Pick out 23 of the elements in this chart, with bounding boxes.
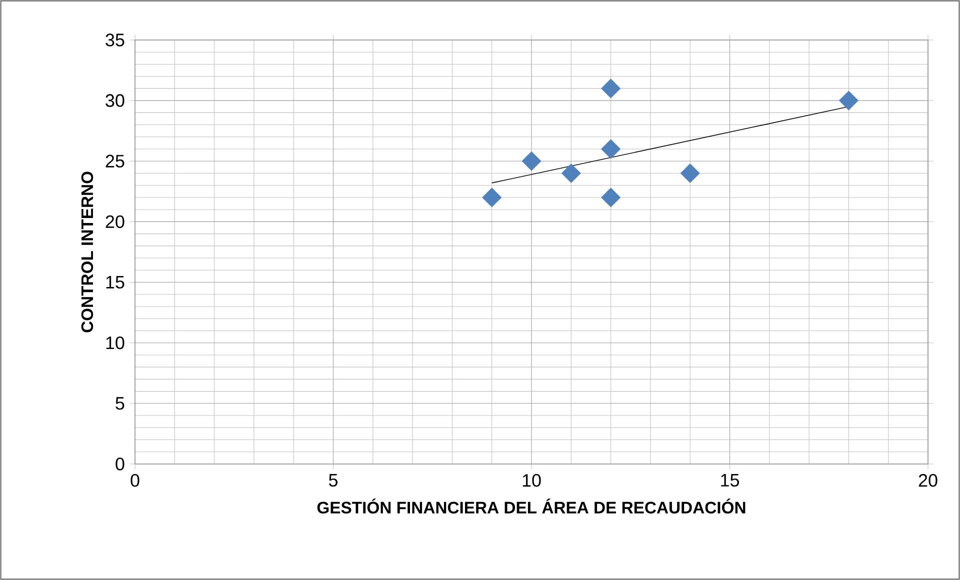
point — [482, 188, 502, 208]
x-axis-title: GESTIÓN FINANCIERA DEL ÁREA DE RECAUDACIÓN — [317, 498, 746, 514]
y-axis-title: CONTROL INTERNO — [81, 172, 94, 332]
y-tick-label: 5 — [116, 397, 124, 410]
y-tick-label: 35 — [106, 34, 124, 46]
x-tick-label: 15 — [721, 474, 740, 487]
point — [561, 164, 581, 183]
y-tick-label: 10 — [106, 336, 124, 350]
point — [601, 139, 620, 159]
y-tick-label: 30 — [106, 94, 124, 107]
x-tick-label: 20 — [918, 474, 938, 487]
point — [522, 151, 542, 171]
x-tick-label: 5 — [328, 474, 338, 487]
y-tick-label: 20 — [106, 215, 124, 228]
point — [680, 164, 700, 183]
point — [601, 188, 620, 208]
x-tick-label: 10 — [522, 474, 541, 487]
x-tick-label: 0 — [130, 474, 140, 487]
y-tick-label: 0 — [116, 458, 124, 470]
point — [839, 90, 858, 110]
y-tick-label: 15 — [106, 276, 124, 289]
y-tick-label: 25 — [106, 154, 124, 168]
point — [601, 78, 620, 98]
